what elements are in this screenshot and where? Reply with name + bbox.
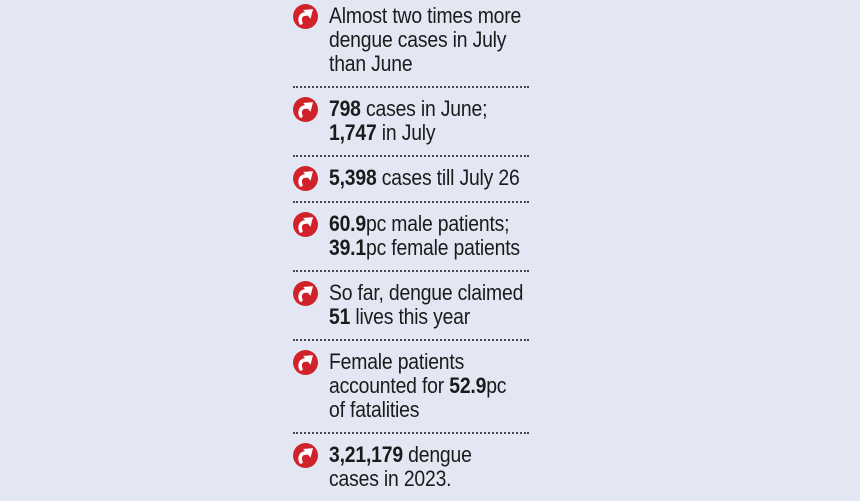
fact-text-segment: pc female patients xyxy=(365,235,520,260)
fact-number: 39.1 xyxy=(329,235,366,260)
fact-number: 1,747 xyxy=(329,120,377,145)
list-item: Almost two times more dengue cases in Ju… xyxy=(293,0,529,86)
fact-text-segment: pc male patients; xyxy=(365,211,510,236)
fact-text-segment: pc of fatalities xyxy=(329,373,507,422)
list-item: 60.9pc male patients; 39.1pc female pati… xyxy=(293,201,529,270)
fact-text-segment: So far, dengue claimed xyxy=(329,280,524,305)
list-item: 798 cases in June; 1,747 in July xyxy=(293,86,529,155)
fact-number: 3,21,179 xyxy=(329,442,403,467)
rising-arrow-icon xyxy=(293,443,318,468)
fact-text-segment: cases in June; xyxy=(365,96,488,121)
fact-text: So far, dengue claimed 51 lives this yea… xyxy=(329,281,523,329)
fact-text-segment: cases till July 26 xyxy=(376,165,520,190)
list-item: 5,398 cases till July 26 xyxy=(293,155,529,201)
fact-text-segment: lives this year xyxy=(350,304,471,329)
rising-arrow-icon xyxy=(293,212,318,237)
rising-arrow-icon xyxy=(293,97,318,122)
list-item: Female patients accounted for 52.9pc of … xyxy=(293,339,529,432)
rising-arrow-icon xyxy=(293,281,318,306)
fact-text: 5,398 cases till July 26 xyxy=(329,166,520,190)
rising-arrow-icon xyxy=(293,4,318,29)
fact-number: 52.9 xyxy=(449,373,487,398)
fact-text: Female patients accounted for 52.9pc of … xyxy=(329,350,506,422)
fact-text: 60.9pc male patients; 39.1pc female pati… xyxy=(329,212,520,260)
fact-number: 798 xyxy=(329,96,361,121)
fact-number: 51 xyxy=(329,304,351,329)
fact-text-segment: Female patients accounted for xyxy=(329,349,465,398)
fact-text: Almost two times more dengue cases in Ju… xyxy=(329,4,521,76)
rising-arrow-icon xyxy=(293,166,318,191)
list-item: 3,21,179 dengue cases in 2023. xyxy=(293,432,529,501)
fact-list: Almost two times more dengue cases in Ju… xyxy=(293,0,529,501)
fact-number: 5,398 xyxy=(329,165,377,190)
fact-text-segment: Almost two times more dengue cases in Ju… xyxy=(329,3,522,76)
fact-number: 60.9 xyxy=(329,211,366,236)
list-item: So far, dengue claimed 51 lives this yea… xyxy=(293,270,529,339)
fact-text: 798 cases in June; 1,747 in July xyxy=(329,97,487,145)
rising-arrow-icon xyxy=(293,350,318,375)
fact-text-segment: in July xyxy=(376,120,436,145)
